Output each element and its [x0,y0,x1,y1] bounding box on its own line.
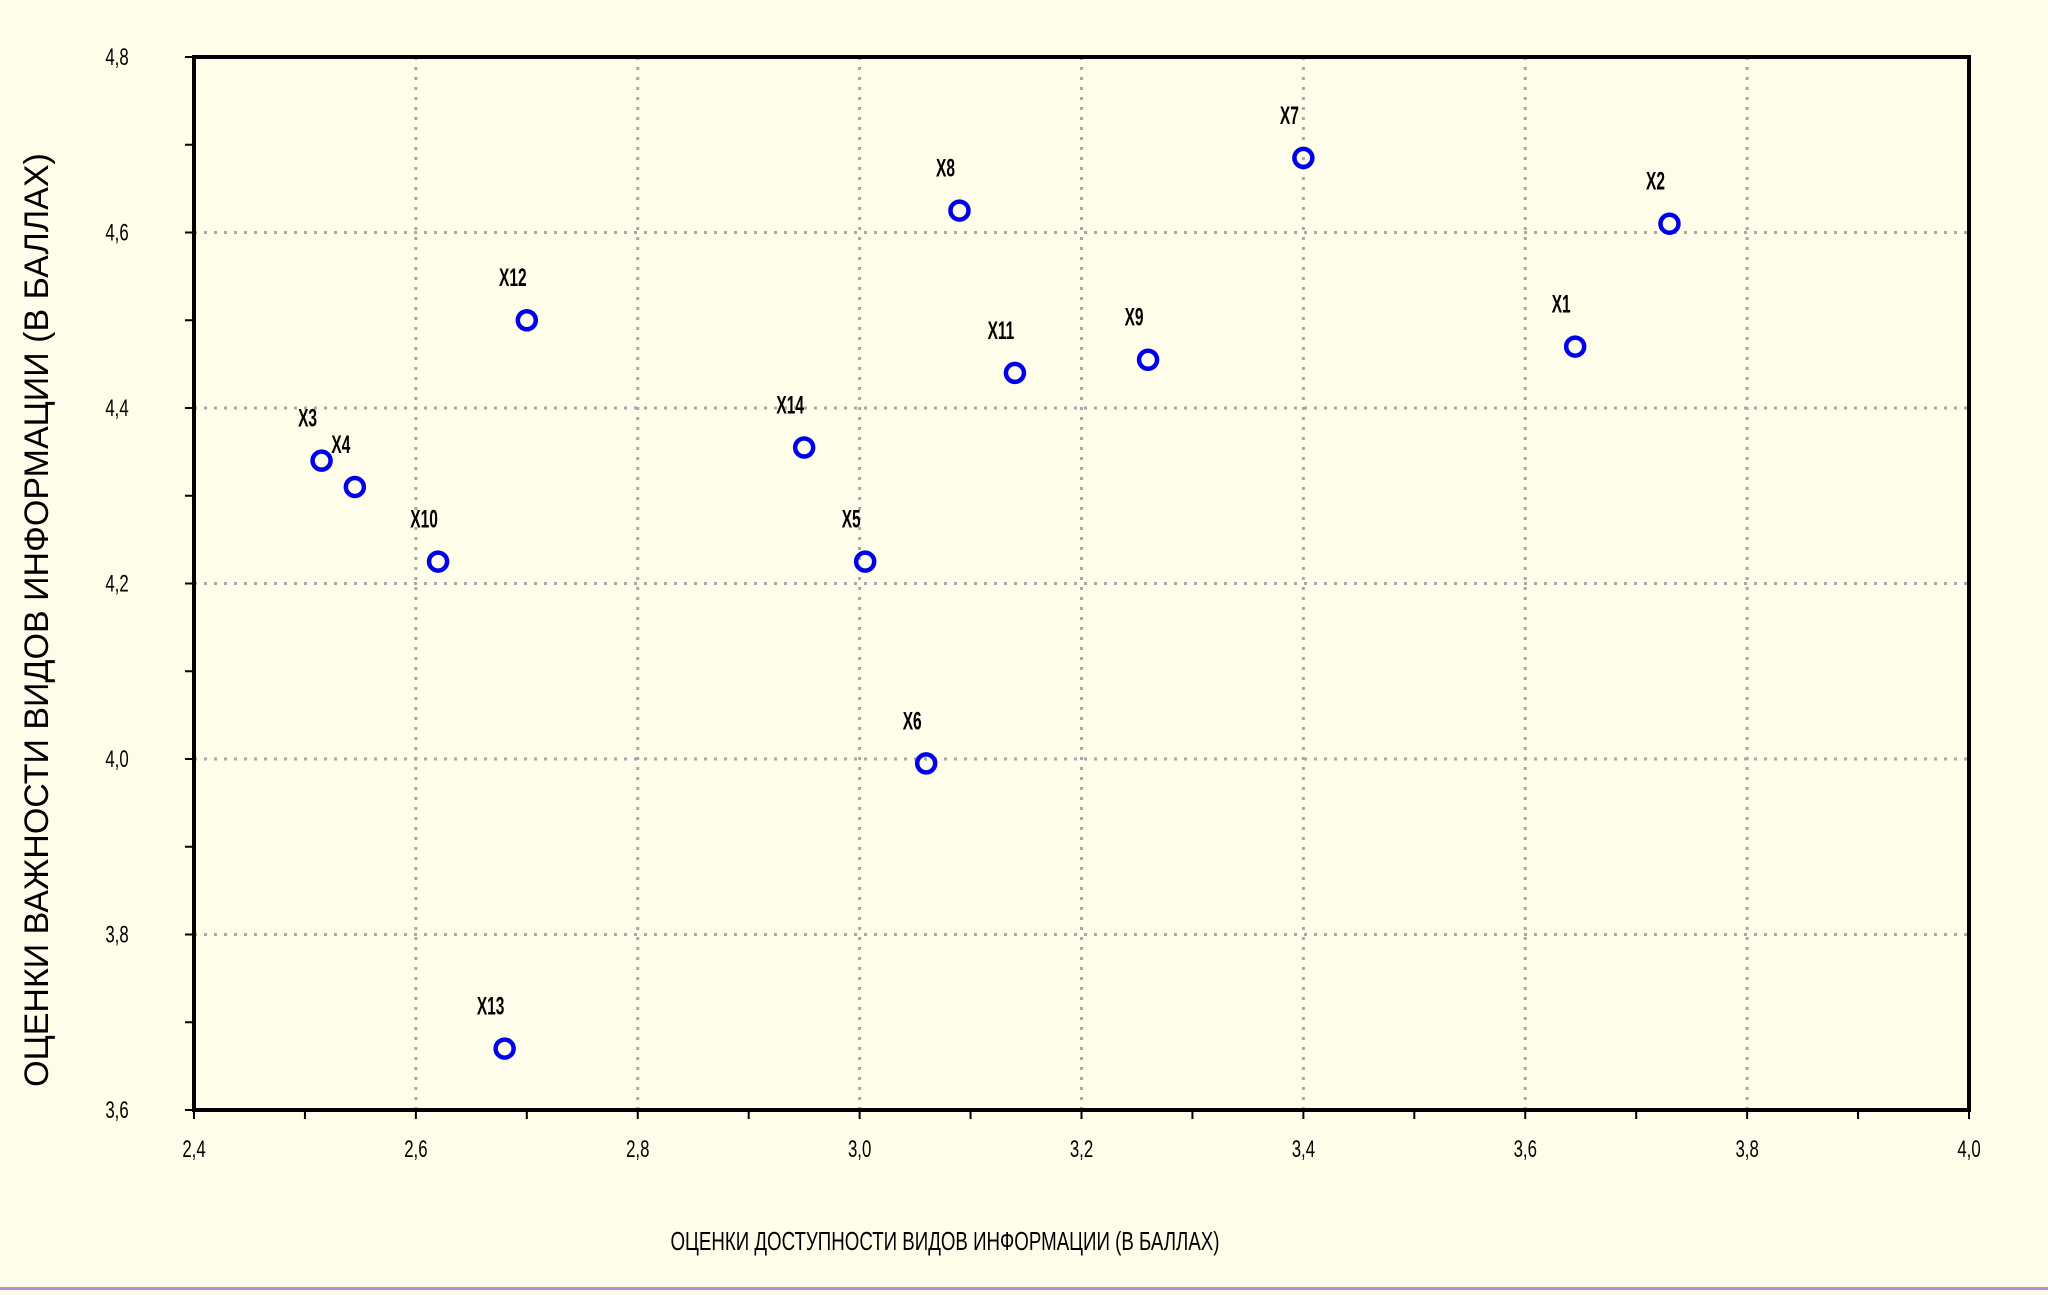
data-points: X1 X2 X3 X4 X5 X6 X7 X8 X9 X10 X11 X12 X13 X14 [298,102,1681,1060]
point-label-x8: X8 [936,155,955,183]
x-tick-label: 2,4 [182,1136,205,1163]
point-label-x3: X3 [298,405,317,433]
x-tick-label: 2,6 [404,1136,427,1163]
x-tick-label: 3,0 [848,1136,871,1163]
y-tick-label: 3,6 [105,1097,128,1124]
x-tick-label: 3,8 [1735,1136,1758,1163]
point-label-x10: X10 [410,506,438,534]
point-label-x12: X12 [499,265,527,293]
data-point-x8 [948,199,971,222]
data-point-x7 [1292,146,1315,170]
x-tick-label: 4,0 [1957,1136,1980,1163]
data-point-x10 [426,550,450,573]
axis-ticks: 2,4 2,6 2,8 3,0 3,2 3,4 3,6 3,8 4,0 3,6 3,8 4,0 4,2 4… [105,44,1980,1163]
y-tick-label: 4,0 [105,746,128,773]
y-tick-label: 4,2 [105,571,128,598]
data-point-x14 [792,436,816,459]
point-label-x13: X13 [477,993,505,1021]
data-point-x3 [310,449,333,472]
point-label-x14: X14 [776,392,804,420]
x-tick-label: 3,2 [1070,1136,1093,1163]
data-point-x5 [853,550,877,573]
x-tick-label: 3,6 [1514,1136,1537,1163]
point-label-x7: X7 [1280,102,1299,130]
y-tick-label: 4,4 [105,395,128,422]
y-tick-label: 4,6 [105,220,128,247]
y-tick-label: 3,8 [105,922,128,949]
data-point-x4 [343,475,367,499]
point-label-x9: X9 [1125,304,1144,332]
x-tick-label: 3,4 [1292,1136,1315,1163]
grid [194,57,1969,1110]
x-axis-title: ОЦЕНКИ ДОСТУПНОСТИ ВИДОВ ИНФОРМАЦИИ (В Б… [670,1226,1219,1256]
data-point-x6 [914,752,938,775]
point-label-x5: X5 [842,506,861,534]
bottom-border [0,1287,2048,1290]
y-axis-title: ОЦЕНКИ ВАЖНОСТИ ВИДОВ ИНФОРМАЦИИ (В БАЛЛ… [18,153,56,1087]
data-point-x2 [1658,212,1681,235]
point-label-x2: X2 [1646,168,1665,196]
data-point-x13 [493,1037,516,1060]
point-label-x11: X11 [988,317,1015,345]
plot-frame [192,55,1971,1112]
point-label-x6: X6 [903,708,922,736]
point-label-x4: X4 [331,431,350,459]
data-point-x1 [1563,335,1587,358]
y-tick-label: 4,8 [105,44,128,71]
data-point-x9 [1136,348,1160,371]
data-point-x11 [1003,361,1027,385]
x-tick-label: 2,8 [626,1136,649,1163]
data-point-x12 [515,309,539,332]
point-label-x1: X1 [1552,291,1571,319]
